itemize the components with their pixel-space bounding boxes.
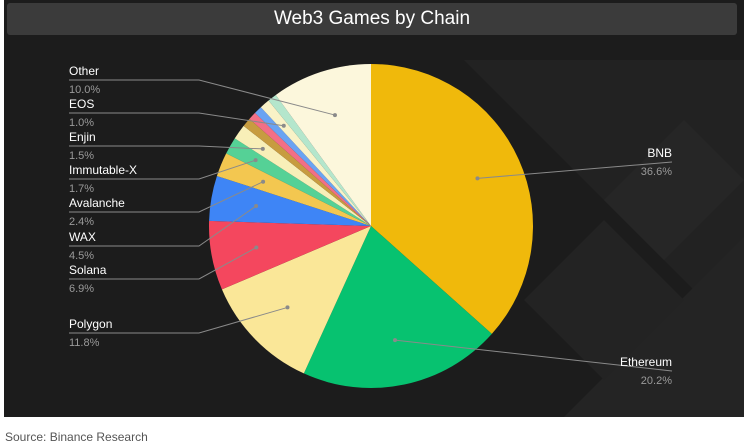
slice-label: Avalanche (69, 196, 125, 210)
slice-percent-label: 4.5% (69, 250, 94, 262)
slice-label: EOS (69, 97, 94, 111)
pie-slice-avalanche (216, 153, 371, 226)
leader-line (69, 79, 336, 116)
leader-dot (254, 203, 259, 208)
slice-percent-label: 20.2% (641, 375, 672, 387)
leader-line (69, 205, 257, 247)
leader-dot (260, 146, 265, 151)
pie-slice-unlabeled-8 (243, 118, 371, 226)
leader-dot (475, 176, 480, 181)
leader-dot (285, 305, 290, 310)
pie-slice-eos (260, 100, 371, 226)
leader-line (69, 112, 284, 127)
background-decoration (464, 60, 744, 417)
leader-dot (254, 245, 259, 250)
slice-percent-label: 2.4% (69, 216, 94, 228)
leader-line (477, 161, 673, 179)
pie-slice-unlabeled-12 (268, 94, 371, 227)
slice-label: WAX (69, 230, 96, 244)
pie-slice-other (275, 64, 371, 226)
leader-dot (332, 113, 337, 118)
slice-percent-label: 36.6% (641, 166, 672, 178)
pie-slice-ethereum (303, 226, 492, 388)
slice-label: Solana (69, 263, 107, 277)
pie-slice-solana (209, 220, 371, 290)
pie-chart: BNB 36.6% Ethereum 20.2% Polygon 11.8% Solana 6… (69, 60, 744, 417)
leader-line (69, 145, 263, 150)
chart-panel: BNB 36.6% Ethereum 20.2% Polygon 11.8% Solana 6… (4, 0, 744, 417)
leader-line (69, 247, 257, 280)
slice-percent-label: 1.0% (69, 117, 94, 129)
slice-percent-label: 1.7% (69, 183, 94, 195)
leader-dot (261, 179, 266, 184)
pie-slice-polygon (221, 226, 371, 374)
source-note: Source: Binance Research (5, 430, 148, 444)
leader-line (69, 181, 264, 213)
slice-percent-label: 1.5% (69, 150, 94, 162)
slice-percent-label: 11.8% (69, 337, 100, 349)
leader-lines (69, 79, 673, 372)
pie-slices (209, 64, 533, 388)
slice-label: Enjin (69, 130, 96, 144)
leader-line (69, 159, 256, 180)
leader-dot (253, 158, 258, 163)
slice-label: Other (69, 64, 99, 78)
pie-slice-immutable-x (226, 138, 371, 226)
slice-percent-label: 10.0% (69, 84, 100, 96)
slice-label: BNB (647, 146, 672, 160)
slice-label: Polygon (69, 317, 112, 331)
leader-line (394, 339, 673, 372)
pie-slice-bnb (371, 64, 533, 334)
chart-title: Web3 Games by Chain (7, 3, 737, 35)
pie-slice-enjin (234, 125, 371, 226)
leader-line (69, 306, 288, 334)
slice-label: Ethereum (620, 355, 672, 369)
slice-labels: BNB 36.6% Ethereum 20.2% Polygon 11.8% Solana 6… (69, 64, 672, 387)
slice-label: Immutable-X (69, 163, 137, 177)
slice-percent-label: 6.9% (69, 283, 94, 295)
leader-dot (393, 338, 398, 343)
leader-dot (281, 123, 286, 128)
pie-slice-unlabeled-10 (255, 107, 371, 226)
pie-slice-unlabeled-9 (249, 112, 371, 226)
